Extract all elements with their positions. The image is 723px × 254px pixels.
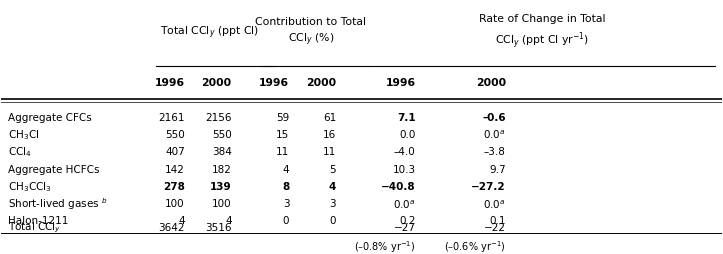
Text: 11: 11 [323,147,336,157]
Text: –3.8: –3.8 [484,147,506,157]
Text: 2000: 2000 [306,77,336,87]
Text: Rate of Change in Total
CCl$_y$ (ppt Cl yr$^{-1}$): Rate of Change in Total CCl$_y$ (ppt Cl … [479,14,605,51]
Text: −22: −22 [484,223,506,232]
Text: 182: 182 [212,164,231,174]
Text: 1996: 1996 [260,77,289,87]
Text: 278: 278 [163,181,184,192]
Text: −27.2: −27.2 [471,181,506,192]
Text: 3642: 3642 [158,223,184,232]
Text: Contribution to Total
CCl$_y$ (%): Contribution to Total CCl$_y$ (%) [255,17,367,48]
Text: CH$_3$Cl: CH$_3$Cl [8,128,39,142]
Text: Aggregate HCFCs: Aggregate HCFCs [8,164,99,174]
Text: 2161: 2161 [158,113,184,123]
Text: −27: −27 [393,223,416,232]
Text: 0.0$^a$: 0.0$^a$ [483,129,506,141]
Text: Total CCl$_y$ (ppt Cl): Total CCl$_y$ (ppt Cl) [161,24,260,41]
Text: 0: 0 [283,216,289,226]
Text: 9.7: 9.7 [489,164,506,174]
Text: 100: 100 [165,199,184,209]
Text: 11: 11 [276,147,289,157]
Text: Total CCl$_y$: Total CCl$_y$ [8,220,61,235]
Text: 5: 5 [330,164,336,174]
Text: 0.0$^a$: 0.0$^a$ [483,197,506,210]
Text: Aggregate CFCs: Aggregate CFCs [8,113,92,123]
Text: 142: 142 [165,164,184,174]
Text: 139: 139 [210,181,231,192]
Text: 61: 61 [323,113,336,123]
Text: 8: 8 [282,181,289,192]
Text: 3: 3 [283,199,289,209]
Text: Short-lived gases $^b$: Short-lived gases $^b$ [8,196,108,211]
Text: 550: 550 [165,130,184,140]
Text: 0.1: 0.1 [489,216,506,226]
Text: 3: 3 [330,199,336,209]
Text: (–0.8% yr$^{-1}$): (–0.8% yr$^{-1}$) [354,238,416,253]
Text: CH$_3$CCl$_3$: CH$_3$CCl$_3$ [8,180,51,193]
Text: 2156: 2156 [205,113,231,123]
Text: 4: 4 [178,216,184,226]
Text: CCl$_4$: CCl$_4$ [8,145,32,159]
Text: 0.0$^a$: 0.0$^a$ [393,197,416,210]
Text: (–0.6% yr$^{-1}$): (–0.6% yr$^{-1}$) [444,238,506,253]
Text: 16: 16 [323,130,336,140]
Text: 0: 0 [330,216,336,226]
Text: 4: 4 [283,164,289,174]
Text: –0.6: –0.6 [482,113,506,123]
Text: 4: 4 [225,216,231,226]
Text: 0.2: 0.2 [399,216,416,226]
Text: 407: 407 [165,147,184,157]
Text: 2000: 2000 [476,77,506,87]
Text: 15: 15 [276,130,289,140]
Text: –4.0: –4.0 [394,147,416,157]
Text: 1996: 1996 [155,77,184,87]
Text: 3516: 3516 [205,223,231,232]
Text: 0.0: 0.0 [399,130,416,140]
Text: 2000: 2000 [202,77,231,87]
Text: 59: 59 [276,113,289,123]
Text: 100: 100 [212,199,231,209]
Text: 7.1: 7.1 [397,113,416,123]
Text: 384: 384 [212,147,231,157]
Text: Halon-1211: Halon-1211 [8,216,68,226]
Text: 10.3: 10.3 [393,164,416,174]
Text: 550: 550 [212,130,231,140]
Text: 4: 4 [329,181,336,192]
Text: −40.8: −40.8 [381,181,416,192]
Text: 1996: 1996 [385,77,416,87]
